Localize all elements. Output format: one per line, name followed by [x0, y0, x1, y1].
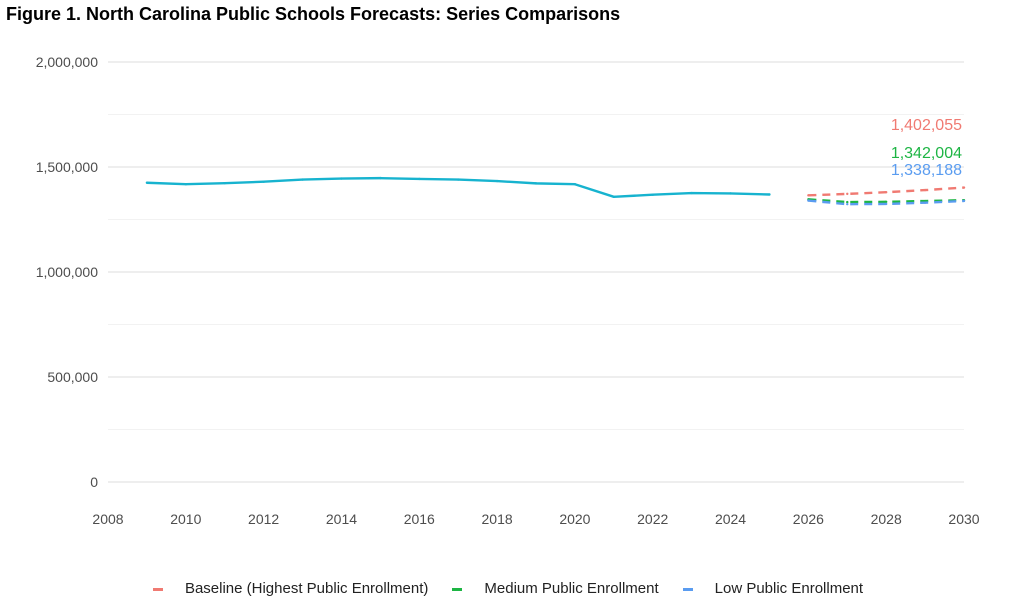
legend-label-low: Low Public Enrollment: [714, 580, 864, 597]
historical-point: [690, 191, 693, 195]
historical-point: [184, 183, 188, 186]
forecast-point-2: [962, 199, 966, 203]
chart-legend: Baseline (Highest Public Enrollment) Med…: [0, 580, 1014, 597]
legend-label-medium: Medium Public Enrollment: [484, 580, 659, 597]
historical-point: [301, 178, 304, 181]
y-tick-label: 2,000,000: [36, 54, 98, 70]
series-end-label-2: 1,338,188: [891, 162, 962, 179]
legend-item-low: Low Public Enrollment: [681, 580, 863, 597]
y-tick-label: 0: [90, 474, 98, 490]
historical-point: [262, 180, 265, 183]
legend-key-medium: [450, 582, 474, 596]
historical-point: [612, 195, 616, 199]
historical-point: [729, 192, 732, 195]
historical-point: [145, 181, 149, 184]
historical-point: [340, 177, 343, 180]
historical-point: [768, 193, 771, 196]
series-end-label-0: 1,402,055: [891, 117, 962, 134]
forecast-point-0: [962, 186, 966, 189]
forecast-point-2: [923, 201, 927, 204]
forecast-point-0: [846, 192, 849, 196]
historical-point: [418, 177, 421, 181]
forecast-point-1: [884, 200, 888, 204]
x-tick-label: 2014: [326, 511, 357, 527]
y-tick-label: 500,000: [47, 369, 98, 385]
historical-point: [223, 181, 226, 185]
x-tick-label: 2024: [715, 511, 746, 527]
legend-label-baseline: Baseline (Highest Public Enrollment): [184, 580, 429, 597]
x-tick-label: 2026: [793, 511, 824, 527]
x-tick-label: 2020: [559, 511, 590, 527]
x-tick-label: 2028: [871, 511, 902, 527]
figure-title: Figure 1. North Carolina Public Schools …: [6, 4, 621, 24]
legend-item-medium: Medium Public Enrollment: [450, 580, 659, 597]
x-tick-label: 2010: [170, 511, 201, 527]
series-end-label-1: 1,342,004: [891, 145, 962, 162]
forecast-point-2: [846, 202, 849, 206]
x-tick-label: 2022: [637, 511, 668, 527]
historical-point: [456, 178, 460, 181]
forecast-point-2: [807, 199, 810, 202]
historical-point: [379, 176, 382, 180]
forecast-point-0: [807, 194, 810, 197]
x-tick-label: 2016: [404, 511, 435, 527]
legend-item-baseline: Baseline (Highest Public Enrollment): [151, 580, 428, 597]
x-tick-label: 2008: [92, 511, 123, 527]
x-tick-label: 2012: [248, 511, 279, 527]
x-tick-label: 2018: [482, 511, 513, 527]
forecast-point-0: [923, 188, 927, 192]
forecast-point-0: [884, 191, 888, 194]
historical-point: [534, 182, 538, 185]
historical-series-line: [146, 176, 770, 199]
line-chart: 0 500,000 1,000,000 1,500,000 2,000,000 2008 2…: [36, 54, 980, 527]
historical-point: [573, 183, 577, 186]
y-tick-label: 1,000,000: [36, 264, 98, 280]
legend-key-baseline: [151, 582, 175, 596]
forecast-point-2: [884, 202, 888, 206]
forecast-point-1: [846, 200, 849, 204]
legend-key-low: [681, 582, 705, 596]
historical-point: [495, 179, 499, 183]
x-tick-label: 2030: [948, 511, 979, 527]
y-tick-label: 1,500,000: [36, 159, 98, 175]
historical-point: [651, 193, 654, 196]
